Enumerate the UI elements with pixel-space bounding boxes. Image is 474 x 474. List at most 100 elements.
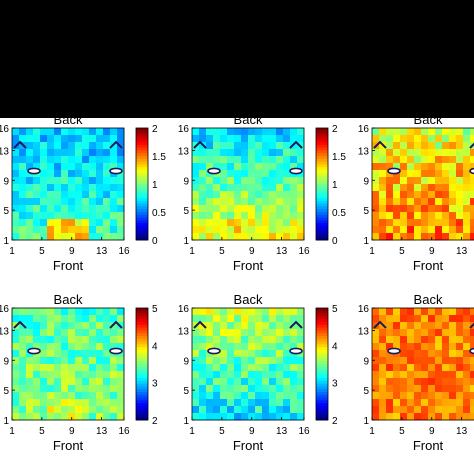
heatmap-cell bbox=[248, 219, 256, 227]
heatmap-cell bbox=[40, 385, 48, 393]
heatmap-cell bbox=[82, 212, 90, 220]
heatmap-cell bbox=[199, 170, 207, 178]
heatmap-cell bbox=[54, 364, 62, 372]
axes-frame bbox=[191, 127, 305, 241]
heatmap-cell bbox=[234, 177, 242, 185]
heatmap-cell bbox=[435, 371, 443, 379]
heatmap-cell bbox=[54, 343, 62, 351]
heatmap-cell bbox=[470, 308, 474, 316]
heatmap-cell bbox=[449, 170, 457, 178]
colorbar-segment bbox=[136, 397, 148, 401]
heatmap-cell bbox=[386, 371, 394, 379]
heatmap-cell bbox=[220, 198, 228, 206]
y-tick-label: 1 bbox=[363, 416, 369, 427]
heatmap-cell bbox=[255, 322, 263, 330]
heatmap-cell bbox=[262, 184, 270, 192]
heatmap-cell bbox=[290, 364, 298, 372]
heatmap-cell bbox=[269, 226, 277, 234]
heatmap-cell bbox=[248, 413, 256, 421]
heatmap-cell bbox=[68, 219, 76, 227]
sensor-marker bbox=[289, 167, 303, 175]
heatmap-cell bbox=[192, 170, 200, 178]
heatmap-cell bbox=[241, 198, 249, 206]
heatmap-cell bbox=[428, 308, 436, 316]
heatmap-cell bbox=[372, 350, 380, 358]
heatmap-cell bbox=[470, 371, 474, 379]
heatmap-cell bbox=[248, 364, 256, 372]
heatmap-cell bbox=[12, 128, 20, 136]
heatmap-cell bbox=[435, 406, 443, 414]
heatmap-cell bbox=[61, 170, 69, 178]
heatmap-cell bbox=[421, 322, 429, 330]
heatmap-cell bbox=[255, 336, 263, 344]
heatmap-cell bbox=[283, 128, 291, 136]
heatmap-cell bbox=[241, 142, 249, 150]
heatmap-cell bbox=[19, 364, 27, 372]
heatmap-cell bbox=[407, 406, 415, 414]
colorbar-segment bbox=[316, 167, 328, 171]
heatmap-cell bbox=[110, 315, 118, 323]
heatmap-cell bbox=[407, 371, 415, 379]
heatmap-cell bbox=[393, 135, 401, 143]
colorbar-segment bbox=[136, 369, 148, 373]
colorbar-tick-label: 3 bbox=[332, 379, 338, 390]
heatmap-cell bbox=[110, 413, 118, 421]
heatmap-cell bbox=[213, 308, 221, 316]
heatmap-cell bbox=[386, 198, 394, 206]
heatmap-cell bbox=[241, 191, 249, 199]
sensor-marker bbox=[13, 140, 27, 149]
heatmap-cell bbox=[96, 170, 104, 178]
heatmap-cell bbox=[470, 128, 474, 136]
heatmap-cell bbox=[386, 205, 394, 213]
heatmap-cell bbox=[61, 226, 69, 234]
heatmap-cell bbox=[255, 357, 263, 365]
heatmap-cell bbox=[290, 198, 298, 206]
heatmap-cell bbox=[435, 142, 443, 150]
heatmap-cell bbox=[442, 357, 450, 365]
heatmap-cell bbox=[276, 198, 284, 206]
heatmap-cell bbox=[199, 399, 207, 407]
heatmap-cell bbox=[463, 212, 471, 220]
heatmap-cell bbox=[206, 198, 214, 206]
heatmap-cell bbox=[54, 170, 62, 178]
colorbar-segment bbox=[316, 144, 328, 149]
heatmap-cell bbox=[379, 308, 387, 316]
heatmap-cell bbox=[220, 149, 228, 157]
heatmap-cell bbox=[47, 357, 55, 365]
x-tick-label: 9 bbox=[249, 246, 255, 257]
colorbar-tick-label: 3 bbox=[152, 379, 158, 390]
heatmap-cell bbox=[428, 170, 436, 178]
heatmap-cell bbox=[428, 315, 436, 323]
y-tick-label: 16 bbox=[358, 304, 370, 315]
heatmap-cell bbox=[19, 378, 27, 386]
heatmap-cell bbox=[414, 156, 422, 164]
heatmap-cell bbox=[26, 385, 34, 393]
heatmap-cell bbox=[33, 329, 41, 337]
heatmap-cell bbox=[192, 350, 200, 358]
heatmap-cell bbox=[234, 378, 242, 386]
heatmap-cell bbox=[297, 343, 305, 351]
heatmap-cell bbox=[103, 177, 111, 185]
heatmap-cell bbox=[393, 385, 401, 393]
heatmap-cell bbox=[47, 392, 55, 400]
heatmap-cell bbox=[262, 156, 270, 164]
sensor-marker bbox=[193, 140, 207, 149]
heatmap-cell bbox=[449, 149, 457, 157]
colorbar-segment bbox=[136, 237, 148, 241]
heatmap-cell bbox=[40, 392, 48, 400]
heatmap-cell bbox=[47, 128, 55, 136]
heatmap-cell bbox=[82, 329, 90, 337]
heatmap-cell bbox=[40, 233, 48, 241]
heatmap-cell bbox=[103, 191, 111, 199]
heatmap-cell bbox=[192, 233, 200, 241]
heatmap-cell bbox=[297, 233, 305, 241]
heatmap-cell bbox=[290, 128, 298, 136]
heatmap-cell bbox=[220, 399, 228, 407]
heatmap-cell bbox=[96, 184, 104, 192]
heatmap-cell bbox=[435, 385, 443, 393]
heatmap-cell bbox=[19, 329, 27, 337]
colorbar-segment bbox=[316, 372, 328, 376]
heatmap-cell bbox=[213, 406, 221, 414]
